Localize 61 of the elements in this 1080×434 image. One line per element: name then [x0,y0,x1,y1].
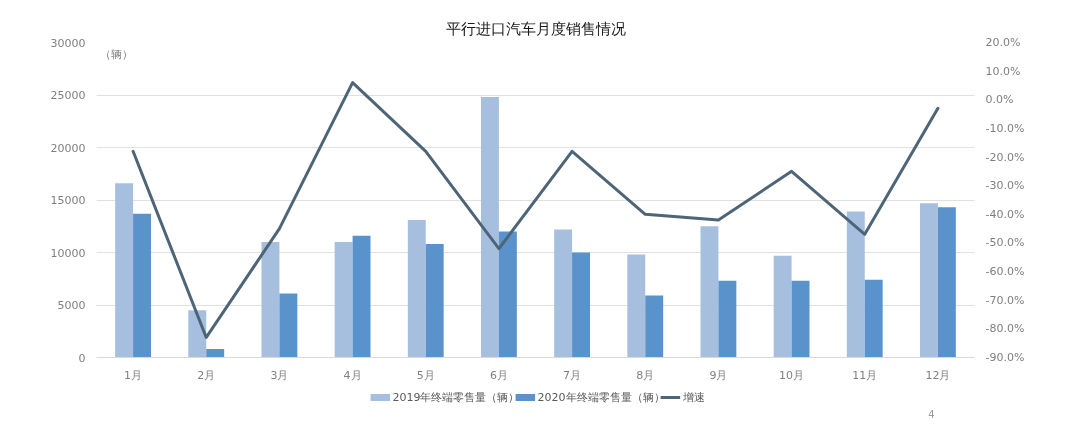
bar [261,242,280,358]
bar [846,211,865,358]
bar [572,252,591,358]
bar [206,349,225,358]
x-tick-label: 4月 [343,368,362,382]
bar [407,219,426,358]
x-tick-label: 3月 [270,368,289,382]
bar [115,183,134,358]
bar [700,226,719,358]
text: 4 [928,408,935,420]
x-tick-label: 2月 [197,368,216,382]
bar [791,280,810,358]
bar [773,255,792,358]
y2-tick-label: 0.0% [985,93,1014,107]
legend-label: 2020年终端零售量（辆） [537,391,665,404]
bar [425,244,444,358]
y-tick-label: 5000 [57,299,86,312]
x-tick-label: 6月 [489,368,508,382]
y2-tick-label: -40.0% [985,207,1025,221]
bar [554,229,573,358]
bar [937,207,956,358]
x-tick-label: 10月 [779,368,805,382]
bar [718,280,737,358]
y2-tick-label: -30.0% [985,179,1025,193]
x-tick-label: 12月 [925,368,951,382]
bar [334,242,353,358]
y-tick-label: 15000 [50,194,86,207]
y-tick-label: 10000 [50,246,86,260]
y2-tick-label: -10.0% [985,121,1025,135]
y-tick-label: 0 [78,351,86,365]
x-tick-label: 9月 [709,368,728,382]
y2-tick-label: -70.0% [985,293,1025,307]
bar [352,235,371,358]
line-series [131,81,940,339]
y2-tick-label: -80.0% [985,322,1025,336]
legend-label: 增速 [681,391,705,404]
y2-tick-label: -90.0% [985,351,1025,364]
y-tick-label: 25000 [50,89,86,102]
x-tick-label: 1月 [124,368,143,382]
y-tick-label: 30000 [50,36,86,50]
bar [480,97,499,358]
y2-tick-label: 20.0% [985,36,1021,49]
chart-title: 平行进口汽车月度销售情况 [445,19,626,38]
bar [864,279,883,358]
bar [645,295,664,358]
y2-tick-label: -60.0% [985,265,1025,279]
x-tick-label: 7月 [563,368,582,382]
bar [498,231,517,358]
bar [627,254,646,358]
legend-label: 2019年终端零售量（辆） [392,391,520,404]
x-tick-label: 5月 [416,368,435,382]
bar [133,213,152,358]
y-tick-label: 20000 [50,141,86,155]
x-tick-label: 8月 [636,368,655,382]
bar [919,203,938,358]
y2-tick-label: -50.0% [985,236,1025,250]
bar [279,293,298,358]
x-tick-label: 11月 [852,368,878,382]
y-axis-title: （辆） [99,47,133,61]
y2-tick-label: -20.0% [985,150,1025,164]
y2-tick-label: 10.0% [985,64,1021,78]
